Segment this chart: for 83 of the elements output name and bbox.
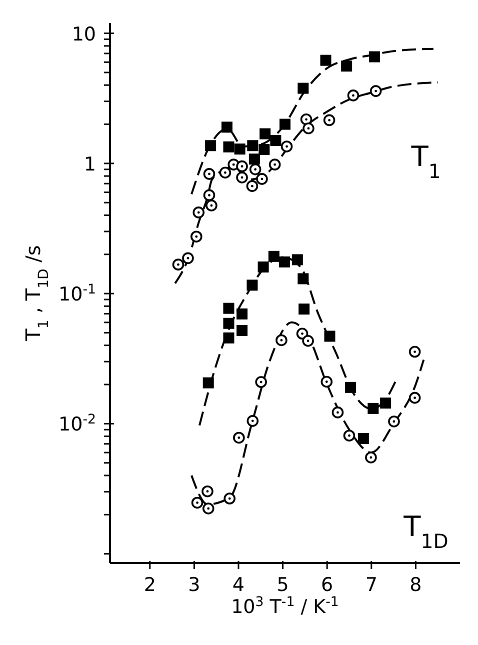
point bbox=[255, 376, 267, 388]
point bbox=[388, 416, 400, 428]
point bbox=[182, 252, 194, 264]
point bbox=[236, 160, 248, 172]
point bbox=[233, 432, 245, 444]
point bbox=[343, 430, 356, 442]
point bbox=[408, 346, 421, 358]
point bbox=[302, 122, 314, 134]
point bbox=[202, 502, 214, 514]
point bbox=[408, 392, 421, 404]
point bbox=[380, 398, 392, 409]
point bbox=[246, 415, 259, 427]
point bbox=[224, 492, 236, 504]
point bbox=[236, 308, 248, 320]
point bbox=[192, 206, 205, 218]
point bbox=[258, 144, 270, 155]
point bbox=[247, 140, 258, 152]
point bbox=[203, 189, 216, 202]
point bbox=[368, 402, 379, 414]
y-tick-label: 10$^{-1}$ bbox=[58, 282, 96, 306]
point bbox=[320, 376, 333, 388]
point bbox=[298, 82, 309, 94]
line-series bbox=[174, 81, 439, 284]
point bbox=[246, 180, 258, 192]
point bbox=[323, 114, 336, 126]
point bbox=[268, 250, 280, 262]
x-tick-label: 3 bbox=[188, 574, 200, 596]
point bbox=[345, 382, 356, 393]
y-tick-label: 10 bbox=[72, 23, 96, 46]
point bbox=[298, 304, 310, 315]
point bbox=[205, 140, 216, 152]
point bbox=[249, 163, 262, 176]
point bbox=[279, 256, 290, 268]
x-tick-label: 4 bbox=[232, 574, 245, 596]
point bbox=[223, 302, 234, 314]
point bbox=[280, 140, 293, 152]
point bbox=[365, 452, 377, 464]
point bbox=[248, 154, 260, 165]
annotation: T$_{1D}$ bbox=[402, 510, 448, 552]
point bbox=[203, 168, 216, 180]
point bbox=[276, 334, 288, 346]
point bbox=[370, 85, 382, 97]
point bbox=[347, 90, 360, 102]
annotation: T$_{1}$ bbox=[410, 140, 441, 182]
point bbox=[223, 318, 234, 329]
point bbox=[320, 54, 332, 66]
point bbox=[332, 406, 344, 418]
point bbox=[270, 135, 282, 146]
point bbox=[234, 144, 246, 155]
point bbox=[221, 122, 232, 133]
point bbox=[202, 485, 214, 498]
point bbox=[300, 113, 312, 126]
point bbox=[223, 141, 234, 152]
x-tick-label: 7 bbox=[365, 574, 378, 596]
point bbox=[202, 377, 214, 388]
x-tick-label: 2 bbox=[144, 574, 156, 596]
point bbox=[358, 432, 369, 444]
point bbox=[236, 172, 248, 184]
point bbox=[258, 262, 269, 272]
point bbox=[260, 128, 271, 140]
point bbox=[191, 496, 204, 509]
point bbox=[341, 60, 352, 72]
y-tick-label: 1 bbox=[84, 153, 96, 176]
point bbox=[280, 118, 290, 130]
point bbox=[172, 258, 184, 270]
x-axis-title: 10$^{3}$ T$^{-1}$ / K$^{-1}$ bbox=[231, 594, 339, 618]
y-tick-label: 10$^{-2}$ bbox=[58, 412, 96, 436]
point bbox=[206, 200, 218, 212]
x-tick-label: 5 bbox=[276, 574, 289, 596]
point bbox=[246, 280, 258, 291]
point bbox=[302, 334, 314, 347]
point bbox=[223, 332, 234, 344]
point bbox=[256, 173, 268, 185]
x-tick-label: 6 bbox=[321, 574, 334, 596]
point bbox=[324, 330, 336, 342]
point bbox=[190, 230, 202, 242]
point bbox=[368, 51, 380, 62]
point bbox=[236, 325, 248, 336]
x-tick-label: 8 bbox=[410, 574, 422, 596]
point bbox=[219, 166, 232, 179]
point bbox=[298, 273, 309, 284]
point bbox=[292, 254, 303, 266]
point bbox=[268, 158, 281, 170]
